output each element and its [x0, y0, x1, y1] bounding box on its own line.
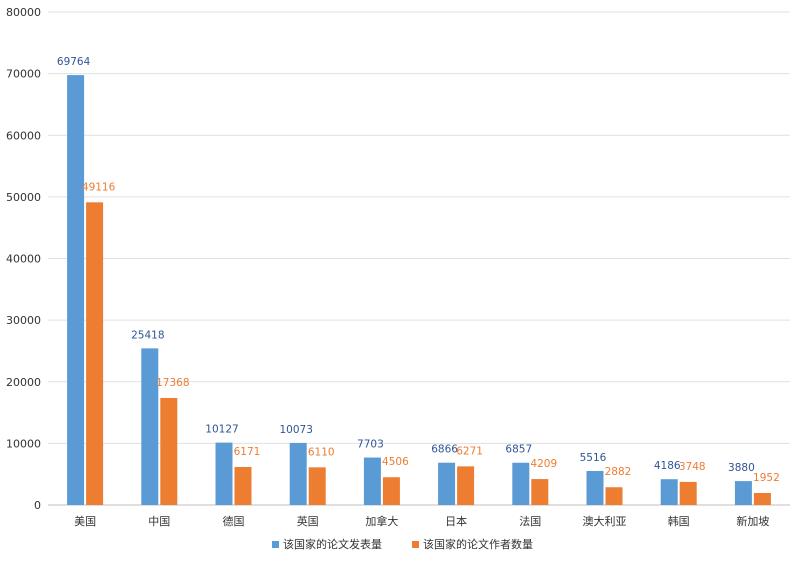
data-label: 6271	[456, 445, 483, 457]
data-label: 3880	[728, 462, 755, 474]
bars	[67, 75, 771, 506]
data-label: 5516	[580, 452, 607, 464]
x-category-label: 法国	[519, 514, 541, 528]
x-category-label: 澳大利亚	[583, 514, 627, 528]
data-label: 17368	[156, 377, 189, 389]
y-tick-label: 50000	[6, 191, 41, 204]
bar-papers	[438, 462, 456, 505]
y-tick-label: 20000	[6, 376, 41, 389]
y-tick-label: 10000	[6, 437, 41, 450]
x-category-label: 新加坡	[736, 514, 769, 528]
bar-papers	[363, 457, 381, 505]
legend-swatch	[272, 541, 279, 548]
bar-papers	[734, 481, 752, 505]
bar-authors	[605, 487, 623, 505]
x-category-label: 韩国	[668, 514, 690, 528]
data-label: 4186	[654, 460, 681, 472]
bar-papers	[215, 442, 233, 505]
data-label: 10127	[205, 424, 238, 436]
legend-swatch	[412, 541, 419, 548]
x-category-label: 德国	[223, 514, 245, 528]
x-category-label: 中国	[148, 515, 170, 528]
y-tick-label: 70000	[6, 68, 41, 81]
gridlines	[48, 11, 790, 506]
data-label: 6857	[505, 444, 532, 456]
data-label: 6866	[431, 444, 458, 456]
bar-authors	[160, 397, 178, 505]
data-label: 7703	[357, 439, 384, 451]
y-axis-ticks: 0 10000 20000 30000 40000 50000 60000 70000 8000…	[6, 6, 41, 512]
data-label: 3748	[679, 461, 706, 473]
data-label: 25418	[131, 329, 164, 341]
bar-papers	[660, 479, 678, 505]
bar-papers	[67, 75, 85, 506]
data-label: 6110	[308, 446, 335, 458]
data-label: 4506	[382, 456, 409, 468]
data-labels: 69764 49116 25418 17368 10127 6171 10073 6110 77…	[57, 56, 780, 484]
x-category-label: 日本	[445, 514, 467, 528]
legend: 该国家的论文发表量 该国家的论文作者数量	[272, 537, 533, 551]
bar-authors	[753, 492, 771, 505]
y-tick-label: 40000	[6, 253, 41, 266]
data-label: 49116	[82, 181, 116, 193]
x-category-label: 美国	[74, 515, 96, 528]
bar-authors	[382, 477, 400, 505]
data-label: 2882	[605, 466, 632, 478]
legend-label: 该国家的论文作者数量	[423, 537, 533, 551]
bar-papers	[512, 462, 530, 505]
bar-papers	[289, 442, 307, 505]
data-label: 10073	[279, 424, 312, 436]
x-category-label: 加拿大	[365, 514, 398, 528]
bar-authors	[234, 466, 252, 505]
x-category-label: 英国	[297, 514, 319, 528]
bar-authors	[531, 479, 549, 505]
bar-authors	[308, 467, 326, 505]
bar-authors	[679, 481, 697, 505]
data-label: 6171	[234, 446, 261, 458]
bar-authors	[457, 466, 475, 505]
y-tick-label: 0	[34, 499, 41, 512]
y-tick-label: 30000	[6, 314, 41, 327]
data-label: 1952	[753, 472, 780, 484]
x-axis-categories: 美国 中国 德国 英国 加拿大 日本 法国 澳大利亚 韩国 新加坡	[74, 514, 769, 528]
y-tick-label: 60000	[6, 129, 41, 142]
bar-authors	[86, 202, 104, 506]
legend-label: 该国家的论文发表量	[283, 537, 382, 551]
data-label: 69764	[57, 56, 91, 68]
data-label: 4209	[530, 458, 557, 470]
bar-papers	[141, 348, 159, 505]
bar-papers	[586, 471, 604, 505]
y-tick-label: 80000	[6, 6, 41, 19]
